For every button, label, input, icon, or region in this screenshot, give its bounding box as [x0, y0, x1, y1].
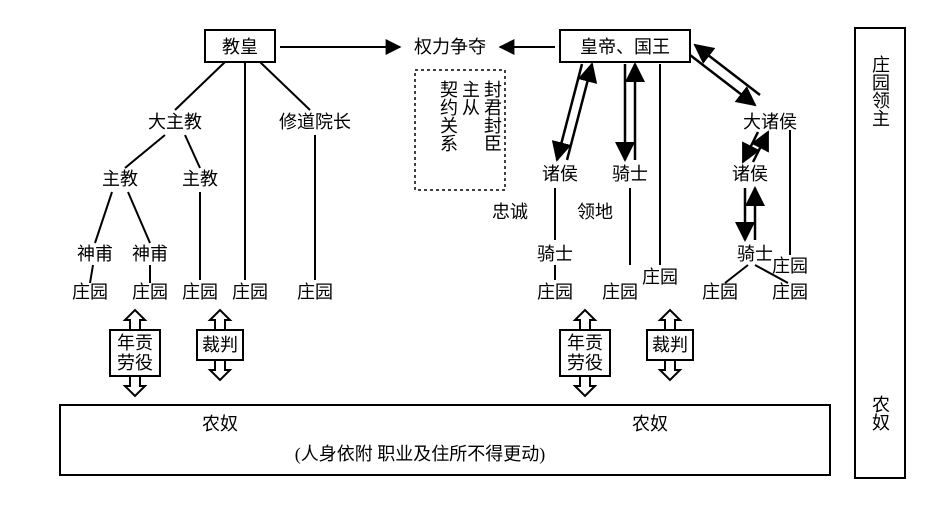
manor-r1: 庄园: [537, 282, 573, 302]
line-arch-b2: [185, 135, 200, 168]
manor-l3: 庄园: [182, 282, 218, 302]
dbl-emperor-biglord: [690, 45, 760, 105]
svg-text:年贡: 年贡: [117, 333, 153, 353]
emperor-label: 皇帝、国王: [580, 37, 670, 57]
serf-right: 农奴: [632, 414, 668, 434]
svg-text:劳役: 劳役: [567, 353, 603, 373]
tribute-left: 年贡 劳役: [110, 310, 160, 396]
line-k3-m2: [725, 265, 748, 283]
priest1-label: 神甫: [77, 244, 113, 264]
contract-col2: 契约关系: [438, 80, 458, 152]
tribute-right: 年贡 劳役: [560, 310, 610, 396]
manor-r2: 庄园: [602, 282, 638, 302]
archbishop-label: 大主教: [148, 112, 202, 132]
dbl-emperor-lord: [557, 64, 592, 160]
fief-label: 领地: [577, 202, 613, 222]
line-b1-p1: [95, 192, 112, 243]
manor-l5: 庄园: [297, 282, 333, 302]
manor-r3: 庄园: [702, 282, 738, 302]
dbl-lord2-knight3: [745, 188, 755, 240]
line-arch-b1: [125, 135, 165, 168]
bishop1-label: 主教: [102, 169, 138, 189]
knight2-label: 骑士: [537, 244, 573, 264]
line-pope-arch: [175, 62, 225, 110]
manor-r4: 庄园: [772, 282, 808, 302]
power-label: 权力争夺: [414, 37, 486, 57]
svg-text:裁判: 裁判: [202, 335, 238, 355]
line-p1-m: [90, 265, 93, 283]
feudal-diagram: 教皇 皇帝、国王 权力争夺 封君封臣 主从 契约关系 大主教 修道院长 主教 主…: [0, 0, 940, 509]
manor-r4a: 庄园: [772, 256, 808, 276]
pope-label: 教皇: [222, 37, 258, 57]
manor-l4: 庄园: [232, 282, 268, 302]
contract-col3: 主从: [460, 80, 480, 116]
side-serf: 农奴: [870, 395, 890, 431]
priest2-label: 神甫: [132, 244, 168, 264]
manor-l2: 庄园: [132, 282, 168, 302]
svg-text:裁判: 裁判: [652, 335, 688, 355]
serf-note: (人身依附 职业及住所不得更动): [295, 444, 546, 465]
serf-left: 农奴: [202, 414, 238, 434]
manor-r2b: 庄园: [642, 267, 678, 287]
bishop2-label: 主教: [182, 169, 218, 189]
svg-text:年贡: 年贡: [567, 333, 603, 353]
serf-bar: [60, 405, 830, 475]
lord-label: 诸侯: [542, 164, 578, 184]
lord2-label: 诸侯: [732, 164, 768, 184]
contract-col1: 封君封臣: [482, 80, 502, 152]
dbl-biglord-lord2: [743, 132, 768, 162]
dbl-emperor-knight: [625, 64, 635, 160]
side-lord: 庄园领主: [870, 55, 890, 127]
knight-label: 骑士: [612, 164, 648, 184]
judge-left: 裁判: [197, 310, 243, 380]
knight3-label: 骑士: [737, 244, 773, 264]
abbot-label: 修道院长: [279, 112, 351, 132]
line-pope-abbot: [260, 62, 310, 110]
biglord-label: 大诸侯: [743, 112, 797, 132]
line-b1-p2: [128, 192, 150, 243]
judge-right: 裁判: [647, 310, 693, 380]
loyal-label: 忠诚: [492, 202, 528, 222]
manor-l1: 庄园: [72, 282, 108, 302]
svg-text:劳役: 劳役: [117, 353, 153, 373]
